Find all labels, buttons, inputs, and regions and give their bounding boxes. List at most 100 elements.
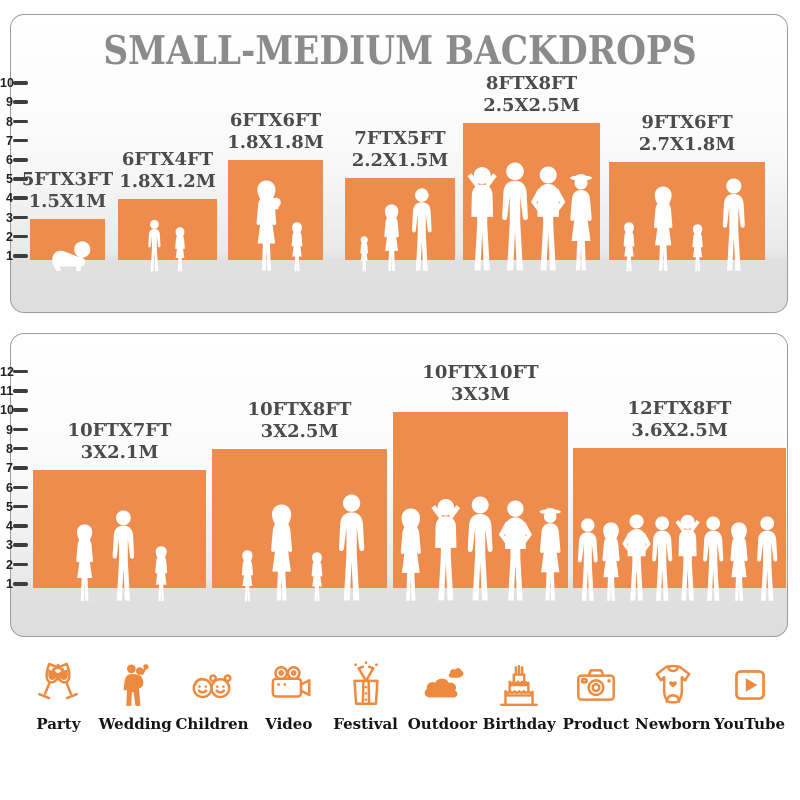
person-silhouette-manArmsUp <box>461 166 503 272</box>
ruler-number: 12 <box>0 364 14 379</box>
backdrop-size-m: 3X3M <box>451 384 510 406</box>
ruler-number: 1 <box>6 249 13 263</box>
person-silhouette-man <box>330 494 373 602</box>
ruler-tick <box>13 177 28 181</box>
category-item-newborn: Newborn <box>634 660 711 733</box>
category-label: Festival <box>333 715 398 733</box>
category-label: Party <box>36 715 81 733</box>
outdoor-icon <box>417 660 467 710</box>
backdrop-size-label: 7FTX5FT 2.2X1.5M <box>352 128 449 172</box>
person-silhouette-manArmsUp <box>425 498 467 602</box>
person-silhouette-manHips <box>527 166 569 272</box>
newborn-icon <box>648 660 698 710</box>
person-silhouette-man <box>493 162 537 272</box>
category-item-outdoor: Outdoor <box>404 660 481 733</box>
ruler-tick <box>13 427 28 432</box>
backdrop-size-ft: 10FTX7FT <box>67 420 172 442</box>
category-item-youtube: YouTube <box>711 660 788 733</box>
ruler-number: 3 <box>6 210 13 225</box>
category-label: Birthday <box>482 715 556 733</box>
person-silhouette-man <box>696 516 730 602</box>
ruler-tick <box>13 582 28 586</box>
backdrop-size-m: 2.7X1.8M <box>638 134 736 156</box>
youtube-icon <box>725 660 775 710</box>
backdrop-size-label: 6FTX4FT 1.8X1.2M <box>119 149 216 193</box>
ruler-tick <box>13 504 28 509</box>
category-item-video: Video <box>250 660 327 733</box>
ruler-number: 11 <box>0 384 14 398</box>
ruler-tick <box>13 215 28 220</box>
ruler-number: 5 <box>6 499 13 514</box>
backdrop-size-m: 3X2.1M <box>80 442 159 464</box>
ruler-tick <box>13 408 28 412</box>
person-silhouette-girl <box>171 227 189 272</box>
ruler-tick <box>13 466 28 470</box>
ruler-number: 7 <box>6 133 13 148</box>
person-silhouette-man <box>571 518 605 602</box>
backdrop-size-label: 10FTX10FT 3X3M <box>422 362 538 406</box>
person-silhouette-girl <box>287 222 307 272</box>
ruler-number: 9 <box>6 422 13 437</box>
ruler-number: 8 <box>6 114 13 129</box>
category-item-wedding: Wedding <box>97 660 174 733</box>
ruler-tick <box>13 369 28 374</box>
ruler-number: 3 <box>6 538 13 553</box>
product-icon <box>571 660 621 710</box>
backdrop-size-ft: 12FTX8FT <box>627 398 732 420</box>
ruler-tick <box>13 196 28 200</box>
ruler-number: 5 <box>6 172 13 187</box>
ruler-tick <box>13 158 28 162</box>
backdrop-size-m: 2.5X2.5M <box>483 95 580 117</box>
ruler-number: 9 <box>6 95 13 110</box>
wedding-icon <box>110 660 160 710</box>
backdrop-size-label: 12FTX8FT 3.6X2.5M <box>628 398 732 442</box>
ruler-number: 6 <box>6 480 13 495</box>
ruler-tick <box>13 234 28 239</box>
person-silhouette-boy <box>144 220 165 272</box>
category-item-party: Party <box>20 660 97 733</box>
category-label: Video <box>265 715 313 733</box>
person-silhouette-manHips <box>619 514 654 602</box>
category-label: Newborn <box>635 715 711 733</box>
person-silhouette-woman <box>723 522 755 602</box>
ruler-number: 1 <box>6 577 13 591</box>
backdrop-size-m: 3.6X2.5M <box>631 420 728 442</box>
birthday-icon <box>494 660 544 710</box>
person-silhouette-girl <box>150 546 172 602</box>
backdrop-size-m: 1.5X1M <box>28 191 107 213</box>
person-silhouette-man <box>405 188 439 272</box>
children-icon <box>187 660 237 710</box>
person-silhouette-woman <box>392 508 430 602</box>
ruler-tick <box>13 562 28 567</box>
backdrop-size-label: 10FTX8FT 3X2.5M <box>248 399 352 443</box>
ruler-number: 10 <box>0 403 14 418</box>
person-silhouette-man <box>645 516 679 602</box>
backdrop-size-ft: 6FTX4FT <box>121 149 214 171</box>
backdrop-size-ft: 9FTX6FT <box>641 112 733 134</box>
backdrop-size-ft: 6FTX6FT <box>229 110 322 132</box>
festival-icon <box>341 660 391 710</box>
ruler-tick <box>13 389 28 393</box>
person-silhouette-girl <box>619 222 639 272</box>
backdrop-size-ft: 10FTX8FT <box>247 399 352 421</box>
ruler-number: 4 <box>6 191 13 206</box>
backdrop-size-label: 9FTX6FT 2.7X1.8M <box>639 112 736 156</box>
person-silhouette-woman <box>69 524 100 602</box>
party-icon <box>33 660 83 710</box>
video-icon <box>264 660 314 710</box>
person-silhouette-girl <box>307 552 327 602</box>
person-silhouette-man <box>750 516 784 602</box>
category-label: YouTube <box>714 715 786 733</box>
ruler-tick <box>13 254 28 258</box>
person-silhouette-woman <box>262 504 301 602</box>
backdrop-size-m: 1.8X1.8M <box>227 132 324 154</box>
backdrop-size-ft: 7FTX5FT <box>354 128 446 150</box>
category-item-festival: Festival <box>327 660 404 733</box>
backdrop-size-m: 1.8X1.2M <box>119 171 216 193</box>
person-silhouette-woman <box>595 522 627 602</box>
category-row: Party Wedding Children Video Festival Outdoor… <box>20 660 788 733</box>
backdrop-rect <box>228 160 323 260</box>
category-label: Outdoor <box>407 715 478 733</box>
ruler-tick <box>13 81 28 85</box>
ruler-number: 2 <box>6 229 13 244</box>
